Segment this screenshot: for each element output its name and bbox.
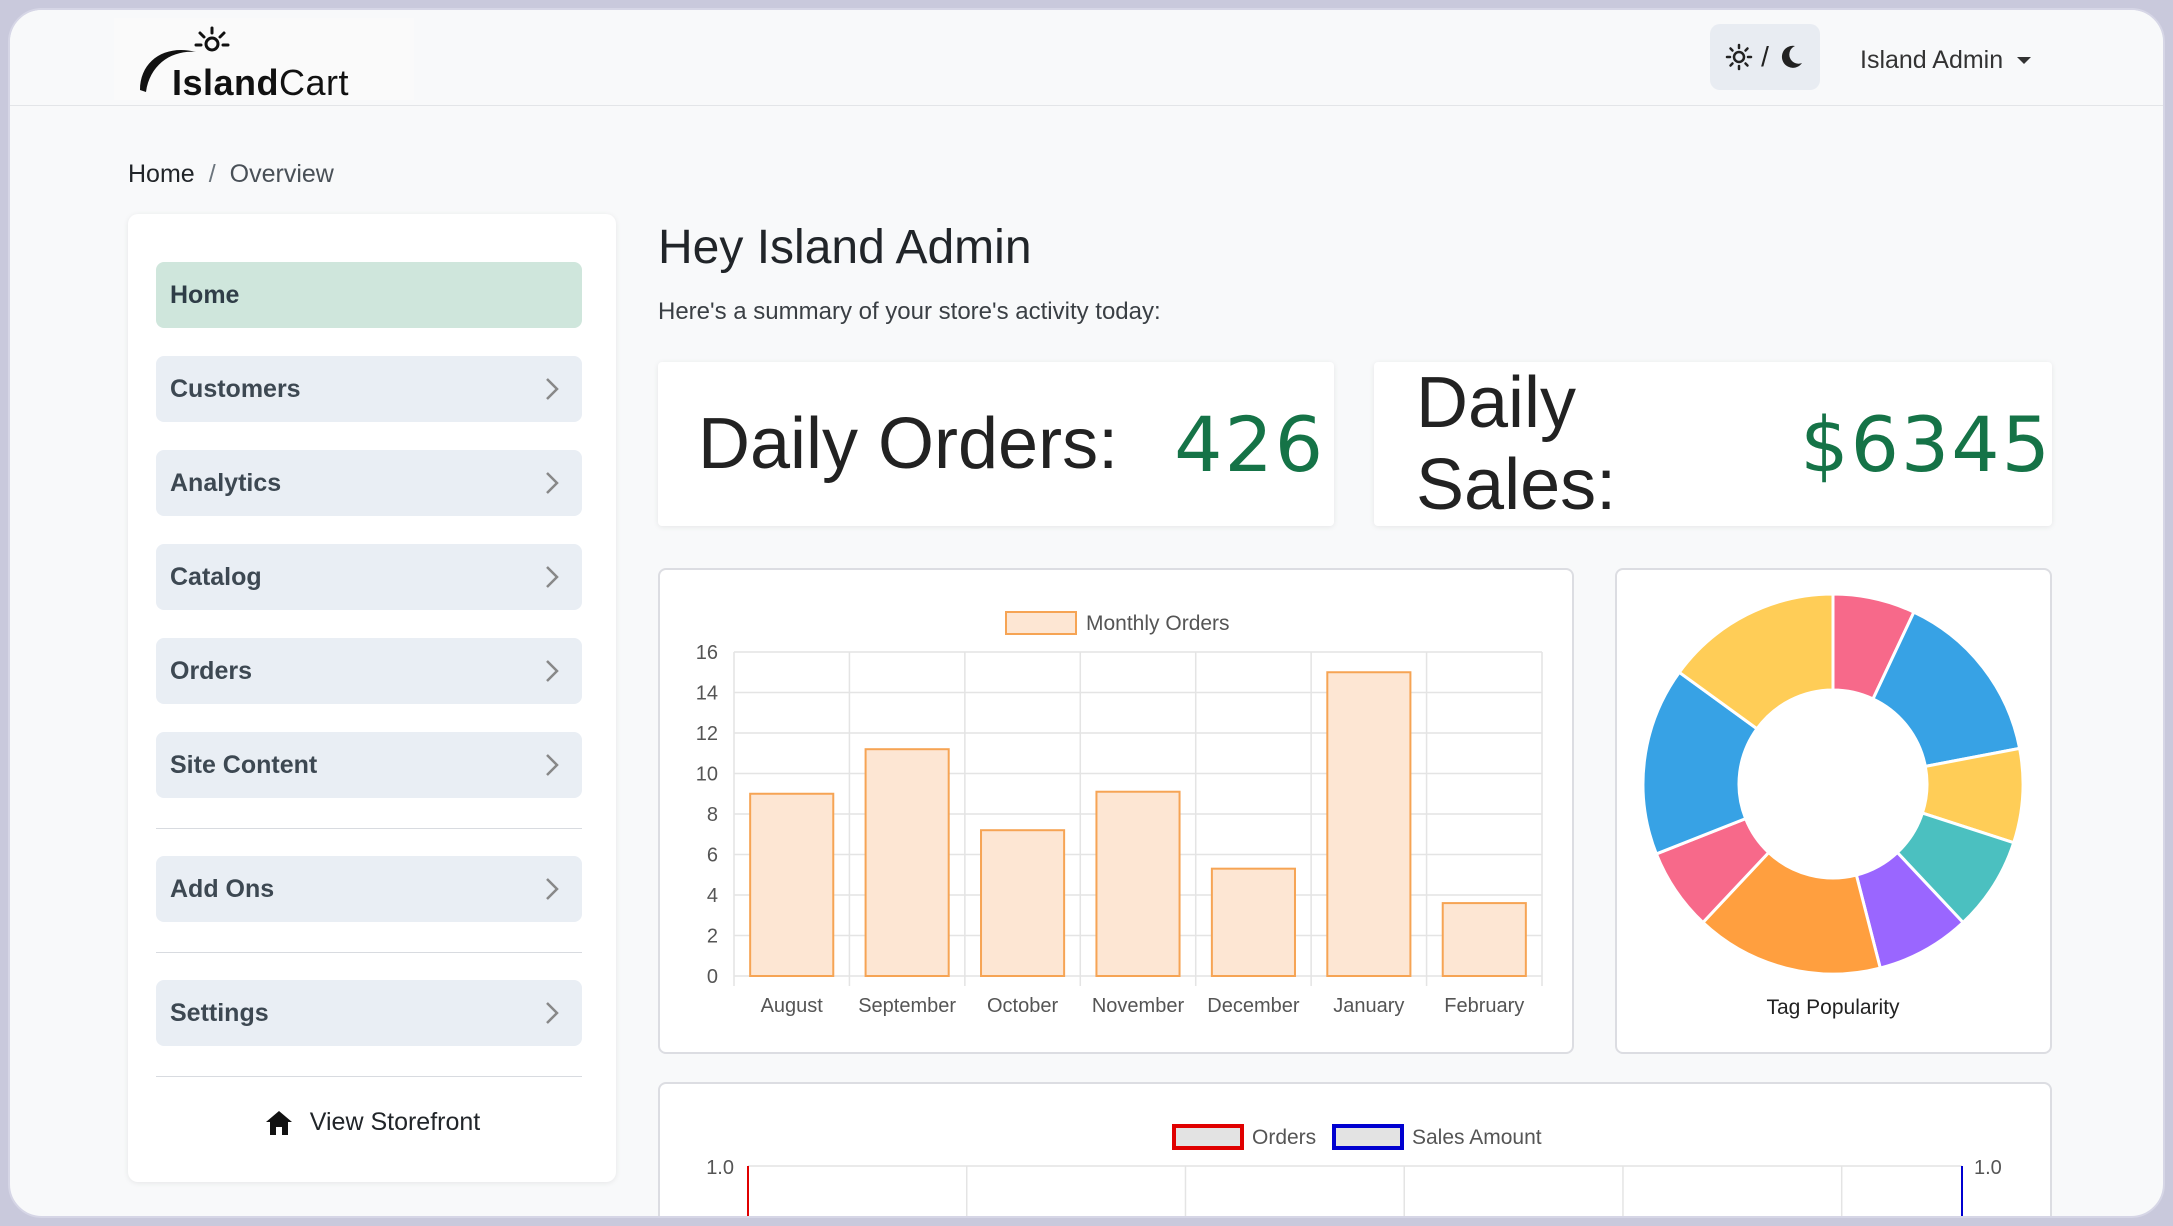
chevron-right-icon	[546, 566, 559, 588]
sidebar-item-customers[interactable]: Customers	[156, 356, 582, 422]
y-tick-label-left: 1.0	[706, 1157, 734, 1179]
bar	[1210, 867, 1296, 977]
brand-name: IslandCart	[172, 62, 350, 103]
bar	[864, 748, 950, 977]
chevron-right-icon	[546, 660, 559, 682]
view-storefront-link[interactable]: View Storefront	[128, 1108, 616, 1137]
bar	[749, 792, 835, 977]
chevron-right-icon	[546, 754, 559, 776]
sidebar-item-label: Home	[170, 280, 240, 309]
x-tick-label: February	[1444, 995, 1524, 1017]
sidebar-item-label: Catalog	[170, 562, 262, 591]
logo-sun-icon	[194, 26, 230, 52]
bar	[1095, 790, 1181, 977]
donut-slice	[1700, 850, 1883, 976]
x-tick-label: December	[1207, 995, 1300, 1017]
sidebar-item-home[interactable]: Home	[156, 262, 582, 328]
daily-orders-label: Daily Orders:	[698, 404, 1119, 484]
sidebar-divider	[156, 1076, 582, 1077]
user-name: Island Admin	[1860, 45, 2004, 74]
sidebar-item-label: Customers	[170, 374, 301, 403]
y-tick-label: 16	[696, 642, 718, 664]
sun-icon	[1725, 43, 1753, 71]
theme-toggle-button[interactable]: /	[1710, 24, 1820, 90]
y-tick-label: 12	[696, 723, 718, 745]
orders-sales-chart-card: Orders Sales Amount 1.0 1.0 0.8 0.8	[658, 1082, 2052, 1218]
y-tick-label: 4	[707, 885, 718, 907]
x-tick-label: October	[987, 995, 1058, 1017]
sidebar-item-add-ons[interactable]: Add Ons	[156, 856, 582, 922]
legend-label: Monthly Orders	[1086, 612, 1230, 635]
chevron-right-icon	[546, 878, 559, 900]
bar	[1441, 902, 1527, 978]
caret-down-icon	[2017, 56, 2032, 64]
sidebar-item-analytics[interactable]: Analytics	[156, 450, 582, 516]
y-tick-label: 10	[696, 764, 718, 786]
page-subtitle: Here's a summary of your store's activit…	[658, 298, 1161, 325]
sidebar-item-orders[interactable]: Orders	[156, 638, 582, 704]
y-tick-label: 8	[707, 804, 718, 826]
bar	[980, 829, 1066, 978]
legend-swatch	[1172, 1124, 1244, 1150]
x-tick-label: September	[858, 995, 956, 1017]
y-tick-label-left: 0.8	[706, 1213, 734, 1218]
brand-logo[interactable]: IslandCart	[114, 18, 414, 103]
legend-label: Sales Amount	[1412, 1126, 1542, 1149]
legend-swatch	[1005, 611, 1077, 635]
x-tick-label: August	[761, 995, 824, 1017]
donut-slice	[1641, 670, 1760, 856]
orders-sales-chart: Orders Sales Amount 1.0 1.0 0.8 0.8	[706, 1124, 2002, 1218]
sidebar-item-label: Orders	[170, 656, 252, 685]
chevron-right-icon	[546, 472, 559, 494]
sidebar-item-label: Site Content	[170, 750, 318, 779]
y-tick-label-right: 1.0	[1974, 1157, 2002, 1179]
y-tick-label: 0	[707, 966, 718, 988]
breadcrumb-home-link[interactable]: Home	[128, 160, 195, 188]
daily-sales-card: Daily Sales: $6345	[1374, 362, 2052, 526]
y-tick-label-right: 0.8	[1974, 1213, 2002, 1218]
donut-slice	[1871, 610, 2022, 769]
chart-title: Tag Popularity	[1766, 996, 1900, 1019]
tag-popularity-chart: Tag Popularity	[1641, 592, 2025, 1019]
sidebar-item-label: Analytics	[170, 468, 282, 497]
sidebar-divider	[156, 952, 582, 953]
y-tick-label: 6	[707, 845, 718, 867]
chevron-right-icon	[546, 378, 559, 400]
sidebar-item-label: Settings	[170, 998, 269, 1027]
x-tick-label: November	[1092, 995, 1185, 1017]
storefront-label: View Storefront	[309, 1108, 481, 1136]
monthly-orders-chart: Monthly Orders 0 2 4 6 8 10 12 14 16 August Septemb…	[696, 611, 1543, 1017]
donut-slice	[1677, 592, 1835, 731]
legend-swatch	[1332, 1124, 1404, 1150]
sidebar-item-site-content[interactable]: Site Content	[156, 732, 582, 798]
y-tick-label: 14	[696, 683, 718, 705]
monthly-orders-chart-card: Monthly Orders 0 2 4 6 8 10 12 14 16 August Septemb…	[658, 568, 1574, 1054]
top-navbar: IslandCart / Island Admin	[10, 10, 2163, 106]
tag-popularity-chart-card: Tag Popularity	[1615, 568, 2052, 1054]
daily-orders-card: Daily Orders: 426	[658, 362, 1334, 526]
breadcrumb-current: Overview	[229, 160, 334, 188]
chevron-right-icon	[546, 1002, 559, 1024]
x-tick-label: January	[1333, 995, 1404, 1017]
daily-orders-value: 426	[1174, 399, 1326, 489]
y-tick-label: 2	[707, 926, 718, 948]
app-window: IslandCart / Island Admin Home	[8, 8, 2165, 1218]
user-menu-dropdown[interactable]: Island Admin	[1860, 40, 2032, 80]
page-title: Hey Island Admin	[658, 221, 1032, 274]
sidebar-item-label: Add Ons	[170, 874, 275, 903]
sidebar: Home Customers Analytics Catalog Orders …	[128, 214, 616, 1182]
breadcrumb: Home / Overview	[128, 160, 334, 189]
sidebar-item-catalog[interactable]: Catalog	[156, 544, 582, 610]
home-icon	[265, 1110, 292, 1135]
daily-sales-value: $6345	[1800, 399, 2052, 489]
legend-label: Orders	[1252, 1126, 1316, 1149]
logo-swoosh-icon	[140, 49, 196, 92]
bar	[1326, 671, 1412, 977]
theme-separator: /	[1761, 41, 1769, 72]
moon-icon	[1781, 45, 1802, 68]
daily-sales-label: Daily Sales:	[1416, 363, 1617, 525]
breadcrumb-separator: /	[208, 160, 216, 188]
sidebar-item-settings[interactable]: Settings	[156, 980, 582, 1046]
sidebar-divider	[156, 828, 582, 829]
